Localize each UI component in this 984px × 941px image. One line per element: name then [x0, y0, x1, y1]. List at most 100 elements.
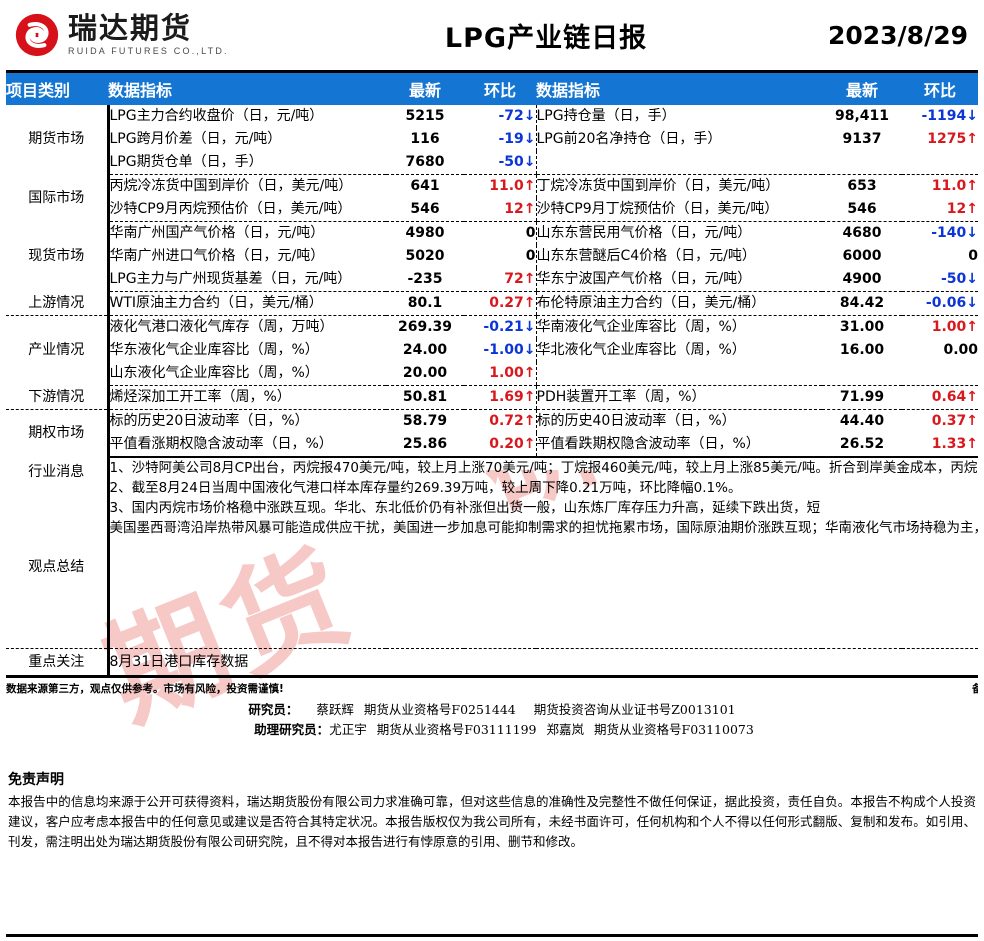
- indicator-value-left: 20.00: [386, 362, 464, 386]
- indicator-value-right: 4680: [842, 225, 882, 241]
- indicator-change-left: 11.0↑: [489, 178, 536, 194]
- table-body: 期货市场 LPG主力合约收盘价（日，元/吨） 5215 -72↓ LPG持仓量（日，手）…: [6, 105, 978, 675]
- indicator-label-left: 华南广州国产气价格（日，元/吨）: [109, 225, 325, 241]
- table-row: 华南广州进口气价格（日，元/吨） 5020 0 山东东营醚后C4价格（日，元/吨） 60…: [6, 245, 978, 268]
- indicator-change-right: -140↓: [931, 225, 978, 241]
- indicator-label-left: WTI原油主力合约（日，美元/桶）: [108, 291, 386, 316]
- indicator-change-right: 1275↑: [927, 131, 978, 147]
- indicator-label-right: 山东东营民用气价格（日，元/吨）: [535, 221, 822, 245]
- indicator-value-left: 5215: [405, 108, 445, 124]
- table-header-row: 项目类别 数据指标 最新 环比 数据指标 最新 环比: [6, 70, 978, 105]
- indicator-change-right: 12↑: [902, 198, 978, 222]
- row-category: 下游情况: [6, 385, 110, 410]
- focus-label: 重点关注: [6, 648, 110, 675]
- researcher-cert-1: 期货从业资格号F0251444: [363, 702, 516, 717]
- row-category: 产业情况: [6, 315, 110, 386]
- indicator-value-right: 31.00: [839, 319, 885, 335]
- indicator-label-left: 烯烃深加工开工率（周，%）: [108, 385, 386, 410]
- indicator-value-left: 4980: [405, 225, 445, 241]
- indicator-change-left: 1.69↑: [464, 385, 536, 410]
- indicator-label-right: 布伦特原油主力合约（日，美元/桶）: [535, 291, 822, 316]
- researcher-label: 研究员：: [248, 702, 299, 717]
- indicator-change-left: -1.00↓: [483, 342, 536, 358]
- indicator-label-right: 山东东营醚后C4价格（日，元/吨）: [535, 245, 822, 268]
- news-paragraph-2: 2、截至8月24日当周中国液化气港口样本库存量约269.39万吨，较上周下降0.…: [109, 480, 742, 496]
- indicator-value-right: 98,411: [834, 108, 890, 124]
- indicator-value-right: 71.99: [822, 385, 902, 410]
- indicator-change-right: 11.0↑: [931, 178, 978, 194]
- col-header-change-right: 环比: [902, 70, 978, 105]
- col-header-indicator-right: 数据指标: [536, 70, 822, 105]
- col-header-latest-right: 最新: [822, 70, 902, 105]
- indicator-value-right: 84.42: [822, 291, 902, 316]
- page-header: 瑞达期货 RUIDA FUTURES CO.,LTD. LPG产业链日报 202…: [0, 0, 984, 70]
- indicator-value-left: 24.00: [402, 342, 448, 358]
- indicator-change-left: 12↑: [464, 198, 536, 222]
- indicator-label-right: [535, 151, 822, 175]
- disclaimer-block: 免责声明 本报告中的信息均来源于公开可获得资料，瑞达期货股份有限公司力求准确可靠…: [8, 770, 976, 852]
- logo-company-name-cn: 瑞达期货: [68, 11, 193, 45]
- table-row: 下游情况 烯烃深加工开工率（周，%） 50.81 1.69↑ PDH装置开工率（周，%）…: [6, 385, 978, 410]
- researchers-block: 研究员： 蔡跃辉 期货从业资格号F0251444 期货投资咨询从业证书号Z001310…: [0, 698, 984, 740]
- indicator-value-left: 58.79: [402, 413, 448, 429]
- indicator-value-left: 269.39: [397, 319, 453, 335]
- indicator-value-right: [822, 362, 902, 386]
- indicator-change-right: 1.33↑: [902, 433, 978, 458]
- indicator-value-right: 6000: [842, 248, 882, 264]
- indicator-change-left: -0.21↓: [483, 319, 536, 335]
- table-row: LPG跨月价差（日，元/吨） 116 -19↓ LPG前20名净持仓（日，手） 9137…: [6, 128, 978, 151]
- indicator-value-left: 7680: [386, 151, 464, 175]
- indicator-change-left: 72↑: [464, 268, 536, 292]
- assistant-1-name: 尤正宇: [329, 722, 367, 737]
- indicator-label-right: 标的历史40日波动率（日，%）: [535, 409, 822, 433]
- table-row: 现货市场 华南广州国产气价格（日，元/吨） 4980 0 山东东营民用气价格（日，元/吨…: [6, 221, 978, 292]
- indicator-label-left: LPG跨月价差（日，元/吨）: [109, 131, 282, 147]
- row-category: 期权市场: [6, 409, 110, 457]
- indicator-value-right: 4900: [822, 268, 902, 292]
- indicator-change-left: 0: [525, 225, 536, 241]
- indicator-label-left: 沙特CP9月丙烷预估价（日，美元/吨）: [108, 198, 386, 222]
- indicator-label-right: 丁烷冷冻货中国到岸价（日，美元/吨）: [535, 174, 822, 198]
- indicator-label-left: 丙烷冷冻货中国到岸价（日，美元/吨）: [109, 178, 353, 194]
- indicator-label-right: 华南液化气企业库容比（周，%）: [535, 315, 822, 339]
- col-header-indicator-left: 数据指标: [108, 70, 386, 105]
- table-row: LPG期货仓单（日，手） 7680 -50↓: [6, 151, 978, 175]
- indicator-change-right: -1194↓: [921, 108, 978, 124]
- row-category: 国际市场: [6, 174, 110, 222]
- col-header-change-left: 环比: [464, 70, 536, 105]
- indicator-change-right: [902, 362, 978, 386]
- indicator-change-left: -72↓: [498, 108, 536, 124]
- logo-company-name-en: RUIDA FUTURES CO.,LTD.: [68, 46, 229, 56]
- ruida-logo-icon: [15, 13, 59, 57]
- company-logo: 瑞达期货 RUIDA FUTURES CO.,LTD.: [14, 12, 344, 58]
- table-row: 华东液化气企业库容比（周，%） 24.00 -1.00↓ 华北液化气企业库容比（周，%…: [6, 339, 978, 362]
- row-category: 现货市场: [6, 221, 110, 292]
- indicator-change-left: 0.20↑: [464, 433, 536, 458]
- news-text: 1、沙特阿美公司8月CP出台，丙烷报470美元/吨，较上月上涨70美元/吨；丁烷…: [110, 458, 979, 648]
- indicator-label-left: LPG主力合约收盘价（日，元/吨）: [109, 108, 324, 124]
- indicator-change-left: 1.00↑: [464, 362, 536, 386]
- indicator-label-right: LPG持仓量（日，手）: [535, 105, 822, 128]
- indicator-label-right: PDH装置开工率（周，%）: [535, 385, 822, 410]
- table-row: 国际市场 丙烷冷冻货中国到岸价（日，美元/吨） 641 11.0↑ 丁烷冷冻货中国到岸价…: [6, 174, 978, 222]
- indicator-change-left: -50↓: [464, 151, 536, 175]
- focus-row: 重点关注 8月31日港口库存数据: [6, 648, 978, 675]
- indicator-change-right: 0.37↑: [931, 413, 978, 429]
- lpg-data-table: 项目类别 数据指标 最新 环比 数据指标 最新 环比 期货市场 LPG主力合约收盘…: [6, 70, 978, 675]
- indicator-change-right: 1.00↑: [931, 319, 978, 335]
- indicator-change-left: 0.27↑: [464, 291, 536, 316]
- assistant-2-cert: 期货从业资格号F03110073: [594, 722, 754, 737]
- indicator-label-left: 华南广州进口气价格（日，元/吨）: [109, 248, 325, 264]
- indicator-change-left: -19↓: [498, 131, 536, 147]
- source-note-right: 备: [972, 683, 978, 695]
- table-row: 期货市场 LPG主力合约收盘价（日，元/吨） 5215 -72↓ LPG持仓量（日，手）…: [6, 105, 978, 175]
- indicator-value-left: 5020: [405, 248, 445, 264]
- assistant-researcher-line: 助理研究员：尤正宇 期货从业资格号F03111199 郑嘉岚 期货从业资格号F0311…: [0, 720, 984, 740]
- col-header-latest-left: 最新: [386, 70, 464, 105]
- news-paragraph-3: 3、国内丙烷市场价格稳中涨跌互现。华北、东北低价仍有补涨但出货一般，山东炼厂库存…: [109, 500, 821, 516]
- assistant-1-cert: 期货从业资格号F03111199: [376, 722, 537, 737]
- indicator-change-right: 0.00: [943, 342, 978, 358]
- indicator-value-right: 546: [822, 198, 902, 222]
- disclaimer-body: 本报告中的信息均来源于公开可获得资料，瑞达期货股份有限公司力求准确可靠，但对这些…: [8, 794, 976, 849]
- table-row: 平值看涨期权隐含波动率（日，%） 25.86 0.20↑ 平值看跌期权隐含波动率（日，…: [6, 433, 978, 458]
